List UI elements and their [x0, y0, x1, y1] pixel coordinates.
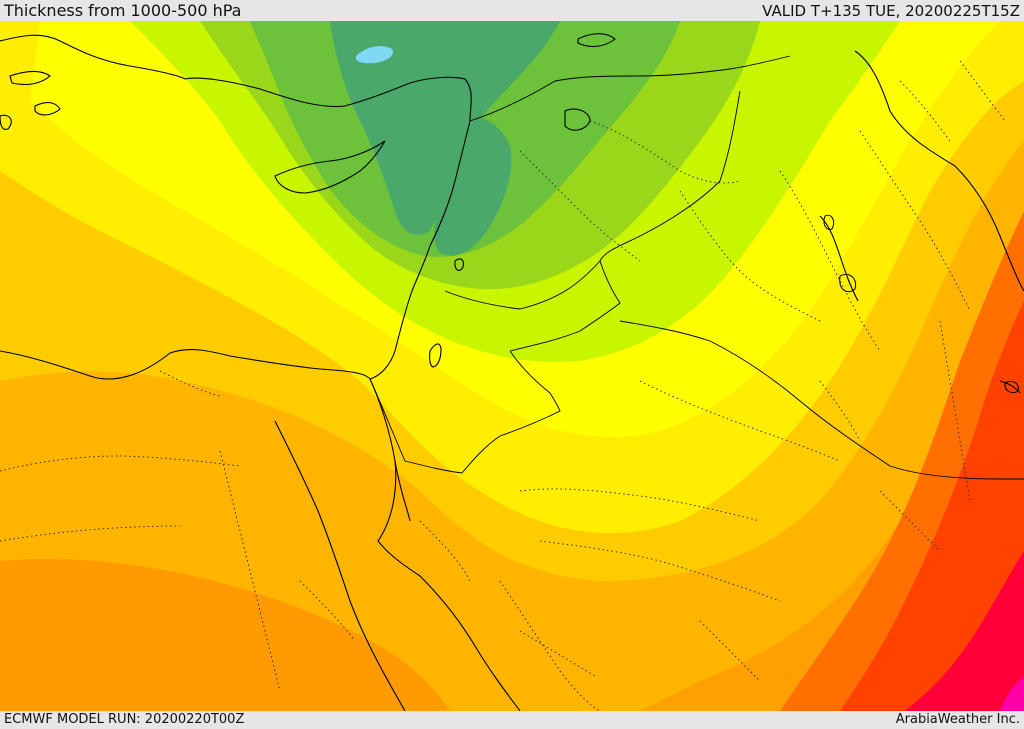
- band-red: [840, 301, 1024, 711]
- gulf-islands: [823, 214, 1019, 394]
- coastlines: [0, 33, 1024, 711]
- map-canvas: [0, 21, 1024, 711]
- band-dark-green-levant: [434, 114, 512, 256]
- national-borders: [369, 55, 1024, 480]
- band-magenta: [1000, 676, 1024, 711]
- header-bar: Thickness from 1000-500 hPa VALID T+135 …: [0, 0, 1024, 21]
- band-deep-orange: [0, 559, 450, 711]
- thickness-map[interactable]: [0, 21, 1024, 711]
- interior-borders-east: [899, 60, 1006, 142]
- model-run-label: ECMWF MODEL RUN: 20200220T00Z: [4, 712, 245, 727]
- band-dark-green: [330, 21, 560, 235]
- band-crimson: [905, 551, 1024, 711]
- band-cyan: [355, 46, 394, 64]
- map-title: Thickness from 1000-500 hPa: [4, 1, 242, 20]
- brand-label: ArabiaWeather Inc.: [895, 712, 1020, 727]
- province-borders: [0, 120, 971, 711]
- footer-bar: ECMWF MODEL RUN: 20200220T00Z ArabiaWeat…: [0, 711, 1024, 729]
- valid-time: VALID T+135 TUE, 20200225T15Z: [762, 2, 1020, 20]
